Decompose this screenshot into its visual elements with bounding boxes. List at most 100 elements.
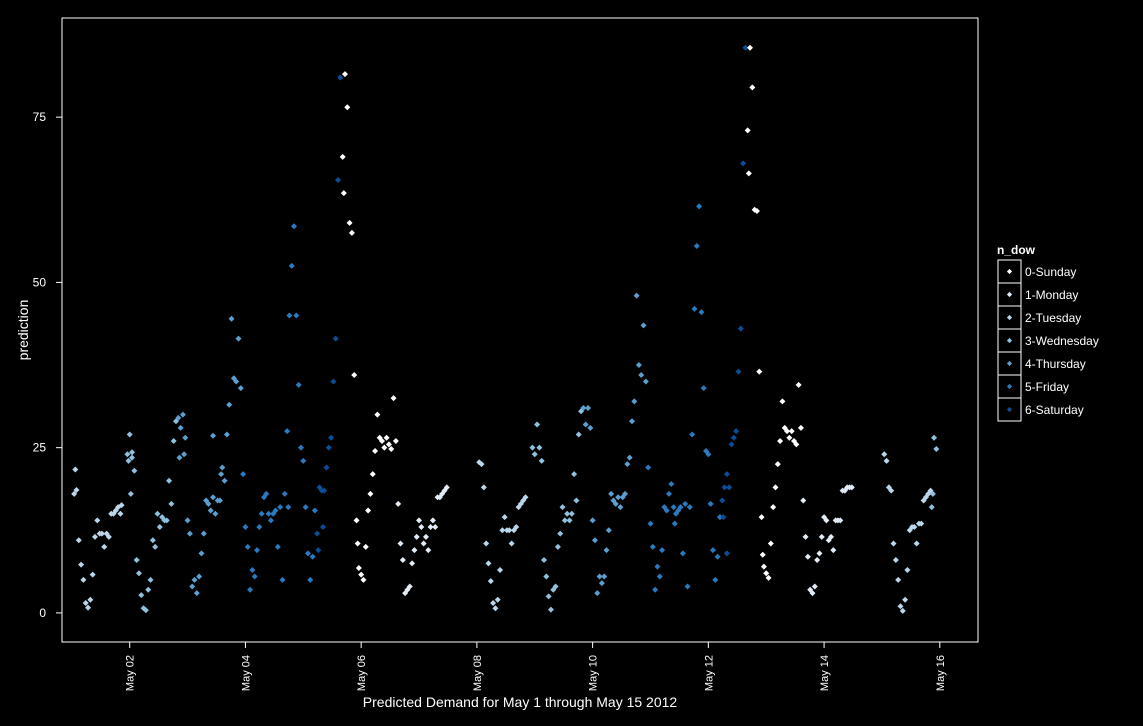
data-point — [212, 510, 219, 517]
data-point — [501, 514, 508, 521]
data-point — [543, 573, 550, 580]
data-point — [899, 607, 906, 614]
data-point — [135, 570, 142, 577]
data-point — [487, 578, 494, 585]
data-point — [747, 44, 754, 51]
data-point — [443, 484, 450, 491]
data-point — [129, 454, 136, 461]
data-point — [931, 434, 938, 441]
data-point — [378, 438, 385, 445]
data-point — [348, 229, 355, 236]
data-point — [302, 504, 309, 511]
data-point — [286, 312, 293, 319]
data-point — [237, 385, 244, 392]
data-point — [541, 557, 548, 564]
y-axis: 0 25 50 75 — [33, 110, 62, 620]
data-point — [330, 378, 337, 385]
data-point — [745, 170, 752, 177]
x-tick-label: May 04 — [240, 655, 252, 691]
data-point — [603, 547, 610, 554]
data-point — [802, 533, 809, 540]
data-point — [332, 335, 339, 342]
data-point — [631, 398, 638, 405]
data-point — [207, 507, 214, 514]
data-points — [71, 44, 940, 614]
data-point — [154, 510, 161, 517]
data-point — [933, 445, 940, 452]
data-point — [429, 517, 436, 524]
data-point — [605, 527, 612, 534]
x-tick-label: May 06 — [356, 655, 368, 691]
data-point — [383, 434, 390, 441]
data-point — [351, 371, 358, 378]
data-point — [105, 533, 112, 540]
y-tick-label: 25 — [33, 441, 47, 455]
data-point — [328, 434, 335, 441]
data-point — [145, 586, 152, 593]
data-point — [668, 481, 675, 488]
data-point — [554, 543, 561, 550]
data-point — [513, 523, 520, 530]
data-point — [186, 530, 193, 537]
data-point — [277, 504, 284, 511]
data-point — [184, 517, 191, 524]
data-point — [640, 322, 647, 329]
data-point — [198, 550, 205, 557]
data-point — [309, 553, 316, 560]
data-point — [168, 500, 175, 507]
data-point — [608, 490, 615, 497]
data-point — [881, 451, 888, 458]
data-point — [133, 557, 140, 564]
data-point — [591, 537, 598, 544]
data-point — [671, 520, 678, 527]
data-point — [635, 362, 642, 369]
legend-symbol — [1006, 314, 1013, 321]
data-point — [628, 418, 635, 425]
data-point — [804, 553, 811, 560]
data-point — [633, 292, 640, 299]
data-point — [624, 461, 631, 468]
data-point — [913, 540, 920, 547]
data-point — [557, 530, 564, 537]
data-point — [902, 596, 909, 603]
data-point — [354, 540, 361, 547]
data-point — [506, 527, 513, 534]
data-point — [682, 500, 689, 507]
data-point — [534, 421, 541, 428]
data-point — [918, 520, 925, 527]
data-point — [372, 447, 379, 454]
legend-symbol — [1006, 291, 1013, 298]
data-point — [385, 441, 392, 448]
data-point — [315, 547, 322, 554]
data-point — [756, 368, 763, 375]
data-point — [483, 540, 490, 547]
data-point — [888, 487, 895, 494]
legend-label: 0-Sunday — [1025, 265, 1076, 279]
data-point — [691, 305, 698, 312]
data-point — [124, 451, 131, 458]
x-tick-label: May 02 — [125, 655, 137, 691]
data-point — [733, 428, 740, 435]
data-point — [163, 517, 170, 524]
data-point — [91, 533, 98, 540]
data-point — [536, 444, 543, 451]
data-point — [522, 494, 529, 501]
data-point — [828, 533, 835, 540]
data-point — [73, 486, 80, 493]
legend-label: 4-Thursday — [1025, 357, 1086, 371]
data-point — [147, 576, 154, 583]
data-point — [176, 454, 183, 461]
data-point — [300, 457, 307, 464]
data-point — [200, 530, 207, 537]
y-tick-label: 75 — [33, 110, 47, 124]
data-point — [712, 576, 719, 583]
data-point — [270, 510, 277, 517]
data-point — [101, 543, 108, 550]
data-point — [71, 490, 78, 497]
data-point — [566, 517, 573, 524]
data-point — [369, 471, 376, 478]
data-point — [497, 566, 504, 573]
data-point — [716, 514, 723, 521]
data-point — [508, 540, 515, 547]
data-point — [568, 510, 575, 517]
